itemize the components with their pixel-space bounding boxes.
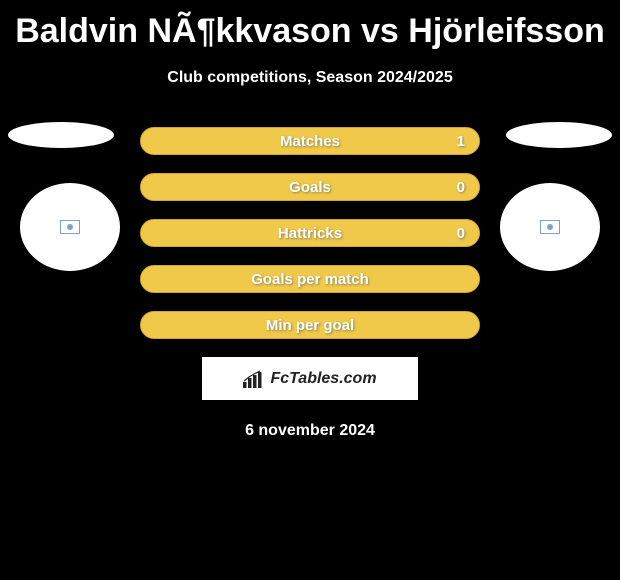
stat-label: Goals per match (251, 271, 369, 288)
player2-ellipse (506, 122, 612, 148)
logo-label: FcTables.com (270, 370, 376, 388)
comparison-title: Baldvin NÃ¶kkvason vs Hjörleifsson (0, 0, 620, 51)
stat-value: 0 (457, 225, 465, 242)
player1-avatar (20, 183, 120, 271)
player1-ellipse (8, 122, 114, 148)
stats-container: Matches 1 Goals 0 Hattricks 0 Goals per … (140, 127, 480, 339)
logo-box[interactable]: FcTables.com (202, 357, 418, 400)
stat-value: 0 (457, 179, 465, 196)
player2-avatar (500, 183, 600, 271)
stat-row-matches: Matches 1 (140, 127, 480, 155)
stat-row-min-per-goal: Min per goal (140, 311, 480, 339)
comparison-subtitle: Club competitions, Season 2024/2025 (0, 69, 620, 87)
logo-text: FcTables.com (243, 370, 376, 388)
placeholder-icon (540, 220, 560, 234)
stat-row-hattricks: Hattricks 0 (140, 219, 480, 247)
stat-row-goals-per-match: Goals per match (140, 265, 480, 293)
footer-date: 6 november 2024 (0, 422, 620, 440)
stat-row-goals: Goals 0 (140, 173, 480, 201)
stat-value: 1 (457, 133, 465, 150)
stat-label: Hattricks (278, 225, 342, 242)
stat-label: Goals (289, 179, 331, 196)
placeholder-icon (60, 220, 80, 234)
main-area: Matches 1 Goals 0 Hattricks 0 Goals per … (0, 127, 620, 440)
stat-label: Matches (280, 133, 340, 150)
chart-icon (243, 370, 265, 388)
stat-label: Min per goal (266, 317, 354, 334)
